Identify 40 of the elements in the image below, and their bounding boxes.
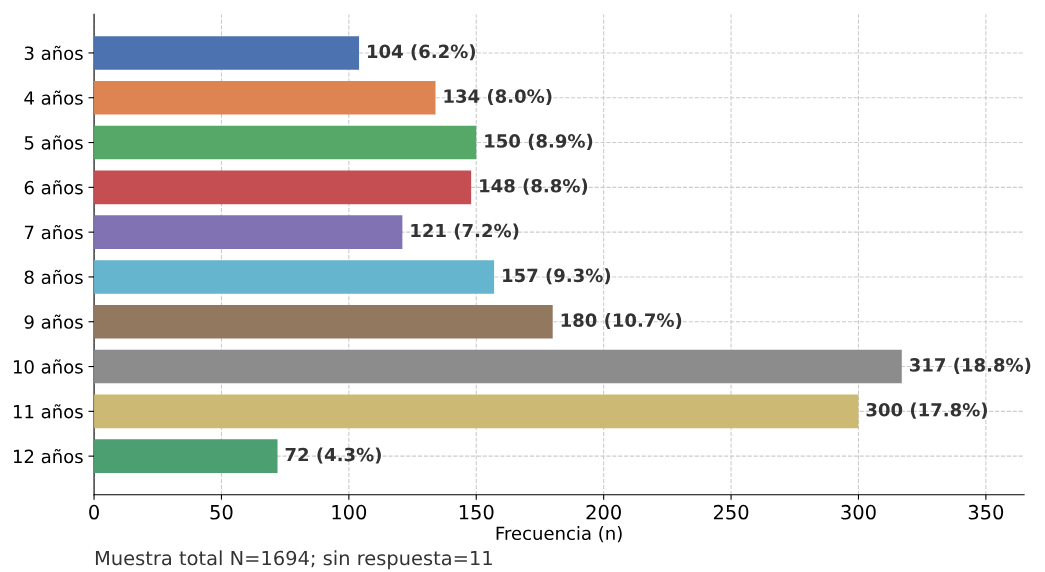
bar [94, 125, 477, 160]
x-tick-label: 250 [713, 504, 749, 520]
y-tick-label: 5 años [24, 135, 83, 150]
y-tick-label: 9 años [24, 314, 83, 329]
y-tick-label: 7 años [24, 224, 83, 240]
y-tick-label: 12 años [13, 448, 83, 464]
x-tick-label: 150 [459, 504, 494, 520]
bar [94, 80, 436, 115]
data-label: 72 (4.3%) [285, 447, 381, 464]
text: Muestra total N=1694; sin respuesta=11 [95, 550, 492, 570]
data-label: 121 (7.2%) [411, 223, 519, 240]
y-tick-label: 6 años [24, 180, 83, 195]
x-tick-label: 100 [332, 504, 367, 520]
data-label: 157 (9.3%) [503, 268, 611, 285]
x-tick-label: 350 [968, 504, 1004, 520]
bar [94, 170, 472, 205]
bar [94, 215, 403, 249]
bar [94, 439, 278, 473]
bar [94, 349, 902, 384]
x-axis-title: Frecuencia (n) [496, 526, 622, 543]
bar [94, 304, 553, 339]
y-tick-label: 11 años [13, 404, 83, 419]
bar [94, 36, 360, 70]
x-tick-label: 0 [89, 504, 99, 520]
data-label: 150 (8.9%) [485, 133, 593, 150]
x-tick-label: 200 [586, 504, 621, 520]
data-label: 148 (8.8%) [480, 178, 588, 195]
data-label: 134 (8.0%) [444, 89, 552, 106]
data-label: 300 (17.8%) [866, 402, 987, 419]
bar [94, 394, 859, 429]
x-tick-label: 50 [210, 504, 233, 520]
data-label: 104 (6.2%) [368, 44, 475, 61]
y-tick-label: 8 años [24, 269, 83, 285]
y-tick-label: 10 años [13, 359, 83, 374]
bar [94, 260, 495, 294]
y-tick-label: 3 años [24, 45, 83, 61]
data-label: 317 (18.8%) [909, 357, 1031, 374]
data-label: 180 (10.7%) [561, 313, 682, 330]
y-tick-label: 4 años [24, 90, 83, 105]
x-tick-label: 300 [841, 504, 876, 520]
